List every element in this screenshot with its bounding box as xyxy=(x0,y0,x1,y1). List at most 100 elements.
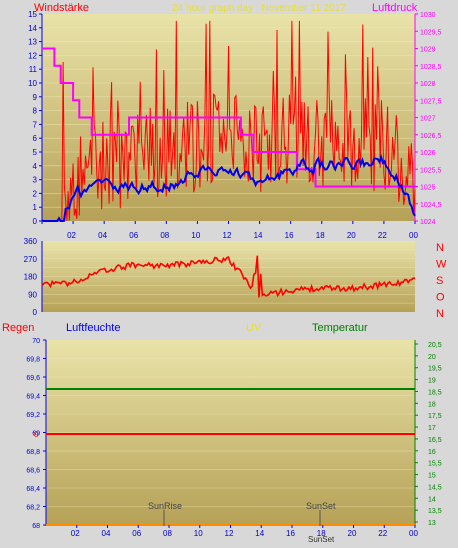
sunset-label: SunSet xyxy=(306,501,336,511)
wind-hour-label: 14 xyxy=(254,231,263,240)
wind-axis-label: 5 xyxy=(33,148,38,157)
wind-axis-label: 4 xyxy=(33,162,38,171)
pressure-axis-label: 1026,5 xyxy=(420,133,442,140)
bottom-hour-label: 06 xyxy=(132,529,141,538)
bottom-hour-label: 10 xyxy=(194,529,203,538)
wind-hour-label: 06 xyxy=(129,231,138,240)
temperature-axis-label: 17 xyxy=(428,425,436,432)
humidity-axis-label: 68,8 xyxy=(26,449,40,456)
humidity-axis-label: 69,2 xyxy=(26,412,40,419)
wind-hour-label: 18 xyxy=(316,231,325,240)
direction-panel-grid xyxy=(42,249,415,304)
bottom-hour-labels: 02 04 06 08 10 12 14 16 18 20 22 00 xyxy=(71,525,418,538)
direction-axis-label: 360 xyxy=(24,237,38,246)
bottom-hour-label: 18 xyxy=(317,529,326,538)
wind-hour-label: 04 xyxy=(98,231,107,240)
pressure-axis-label: 1027 xyxy=(420,116,436,123)
humidity-title: Luftfeuchte xyxy=(66,322,120,334)
temperature-axis-label: 15 xyxy=(428,473,436,480)
temperature-axis-label: 18 xyxy=(428,401,436,408)
wind-axis-label: 6 xyxy=(33,134,38,143)
bottom-hour-label: 16 xyxy=(286,529,295,538)
wind-speed-line xyxy=(42,20,416,222)
temperature-right-labels: 20,5 20 19,5 19 18,5 18 17,5 17 16,5 16 15,5 15 14,5… xyxy=(415,342,442,527)
humidity-axis-label: 69,4 xyxy=(26,394,40,401)
wind-axis-label: 2 xyxy=(33,189,38,198)
wind-hour-label: 08 xyxy=(160,231,169,240)
bottom-hour-label: 22 xyxy=(378,529,387,538)
humidity-axis-label: 69,6 xyxy=(26,375,40,382)
temperature-axis-label: 16 xyxy=(428,449,436,456)
wind-axis-label: 12 xyxy=(28,51,37,60)
uv-title: UV xyxy=(246,322,262,334)
wind-axis-label: 11 xyxy=(29,65,38,74)
wind-axis-label: 3 xyxy=(33,176,38,185)
bottom-hour-label: 04 xyxy=(102,529,111,538)
bottom-hour-label: 08 xyxy=(163,529,172,538)
bottom-panel-grid xyxy=(46,358,415,507)
humidity-axis-label: 68,4 xyxy=(26,486,40,493)
humidity-axis-label: 68,2 xyxy=(26,505,40,512)
wind-hour-label: 00 xyxy=(409,231,418,240)
wind-hour-label: 10 xyxy=(191,231,200,240)
wind-axis-label: 10 xyxy=(28,79,37,88)
compass-label: S xyxy=(436,275,443,287)
pressure-axis-label: 1028 xyxy=(420,81,436,88)
direction-axis-label: 90 xyxy=(28,290,37,299)
wind-axis-label: 9 xyxy=(33,93,38,102)
temperature-axis-label: 16,5 xyxy=(428,437,442,444)
temperature-axis-label: 14 xyxy=(428,496,436,503)
bottom-hour-label: 14 xyxy=(255,529,264,538)
temperature-axis-label: 19,5 xyxy=(428,366,442,373)
wind-axis-label: 1 xyxy=(33,203,38,212)
pressure-right-labels: 1030 1029,5 1029 1028,5 1028 1027,5 1027 1026,5… xyxy=(415,12,442,226)
pressure-axis-label: 1024 xyxy=(420,219,436,226)
direction-axis-label: 270 xyxy=(24,255,38,264)
wind-hour-label: 12 xyxy=(223,231,232,240)
rain-zero-label: 0 xyxy=(34,430,39,439)
wind-axis-label: 7 xyxy=(33,120,38,129)
wind-series xyxy=(41,20,416,222)
direction-series xyxy=(41,255,416,298)
wind-axis-label: 14 xyxy=(28,24,37,33)
humidity-axis-label: 68 xyxy=(32,523,40,530)
wind-average-line xyxy=(41,153,416,222)
bottom-hour-label: 12 xyxy=(225,529,234,538)
compass-label: O xyxy=(436,292,445,304)
humidity-axis-label: 70 xyxy=(32,338,40,345)
rain-title: Regen xyxy=(2,322,34,334)
pressure-line xyxy=(42,47,415,188)
wind-axis-label: 15 xyxy=(28,10,37,19)
chart-title: 24 hour graph day : November 11 2017 xyxy=(172,3,346,14)
direction-left-labels: 360 270 180 90 0 xyxy=(24,237,38,317)
compass-label: N xyxy=(436,308,444,320)
compass-label: W xyxy=(436,259,447,271)
direction-axis-label: 180 xyxy=(24,273,38,282)
bottom-hour-label: 02 xyxy=(71,529,80,538)
wind-hour-labels: 02 04 06 08 10 12 14 16 18 20 22 00 xyxy=(67,221,418,240)
pressure-axis-label: 1030 xyxy=(420,12,436,19)
wind-direction-line xyxy=(41,255,416,298)
temperature-axis-label: 13 xyxy=(428,520,436,527)
temperature-axis-label: 20,5 xyxy=(428,342,442,349)
wind-axis-label: 0 xyxy=(33,217,38,226)
humidity-axis-label: 69 xyxy=(32,431,40,438)
humidity-axis-label: 68,6 xyxy=(26,468,40,475)
pressure-axis-label: 1027,5 xyxy=(420,98,442,105)
pressure-axis-label: 1028,5 xyxy=(420,64,442,71)
pressure-axis-label: 1029 xyxy=(420,47,436,54)
pressure-axis-label: 1024,5 xyxy=(420,202,442,209)
temperature-axis-label: 19 xyxy=(428,378,436,385)
temperature-axis-label: 14,5 xyxy=(428,484,442,491)
temperature-axis-label: 13,5 xyxy=(428,508,442,515)
humidity-left-labels: 70 69,8 69,6 69,4 69,2 69 68,8 68,6 68,4 68,2 68 xyxy=(26,338,46,530)
temperature-axis-label: 18,5 xyxy=(428,389,442,396)
temperature-axis-label: 15,5 xyxy=(428,461,442,468)
temperature-title: Temperatur xyxy=(312,322,368,334)
bottom-hour-label: 20 xyxy=(348,529,357,538)
wind-hour-label: 20 xyxy=(347,231,356,240)
pressure-axis-label: 1029,5 xyxy=(420,29,442,36)
